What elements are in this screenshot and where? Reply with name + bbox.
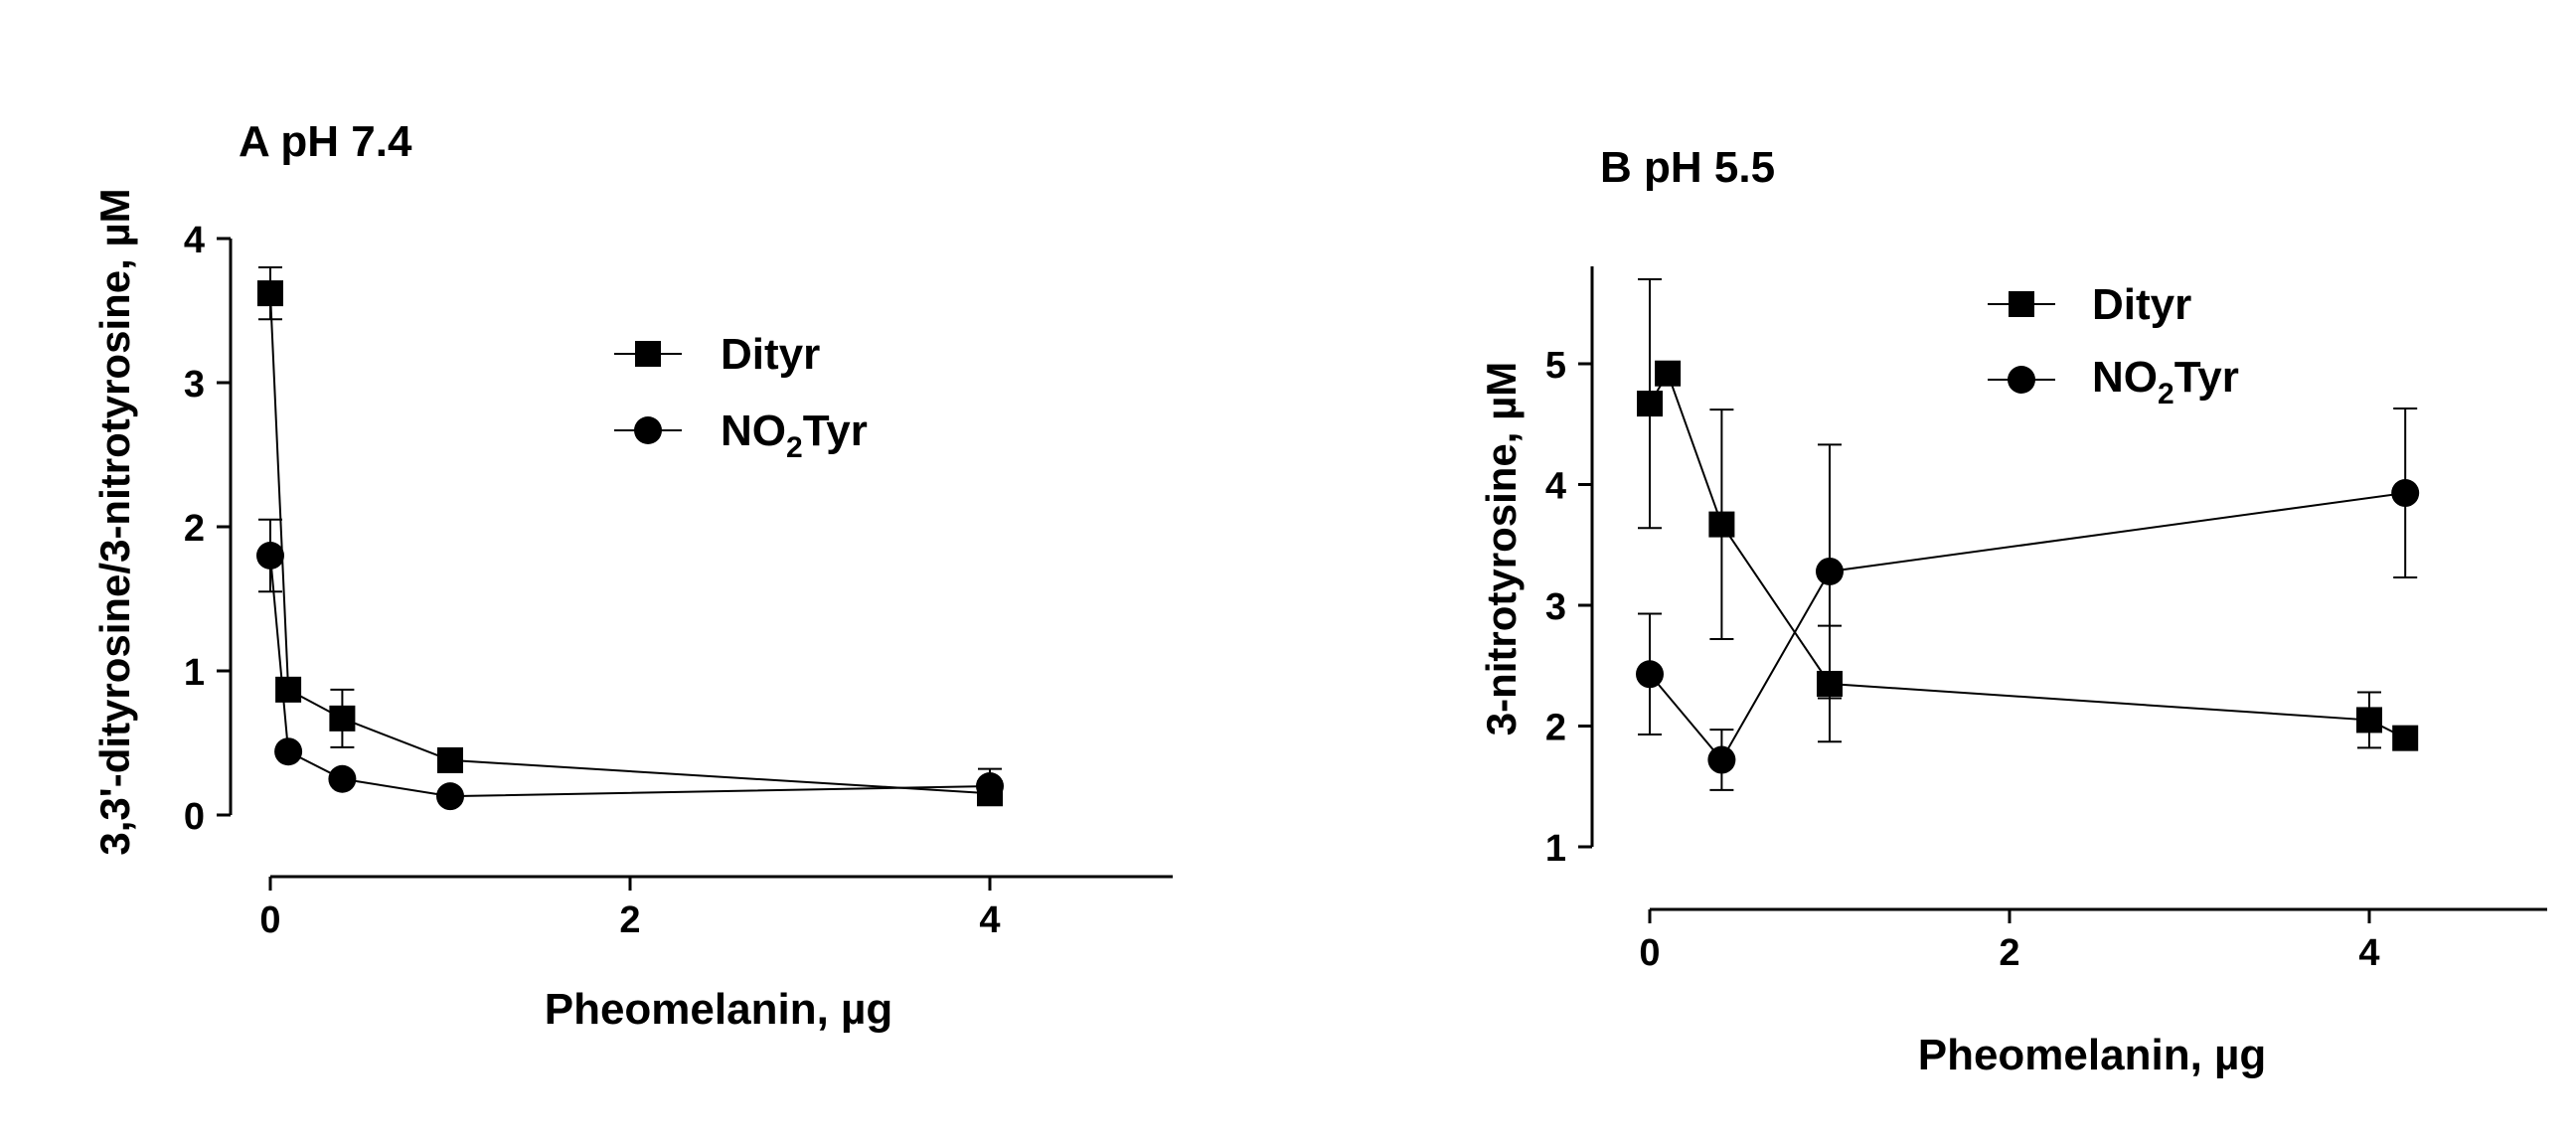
chart-a-point-no2tyr-4 <box>976 772 1004 800</box>
chart-a-point-no2tyr-3 <box>436 782 464 811</box>
chart-b-legend-no2tyr-label: NO2Tyr <box>2092 353 2239 410</box>
chart-b-ylabel: 3-nitrotyrosine, µM <box>1478 362 1525 736</box>
chart-a-point-dityr-3 <box>437 746 463 773</box>
chart-b-ytick-label-0: 1 <box>1545 828 1566 870</box>
chart-b-ytick-label-4: 5 <box>1545 345 1566 387</box>
chart-b-legend: Dityr NO2Tyr <box>1988 280 2239 410</box>
chart-a-point-no2tyr-1 <box>274 737 303 766</box>
chart-b-legend-dityr-label: Dityr <box>2092 280 2191 329</box>
chart-b-point-dityr-1 <box>1655 360 1682 387</box>
chart-a-ytick-label-4: 4 <box>184 220 205 261</box>
chart-b-point-no2tyr-1 <box>1707 745 1736 774</box>
chart-b-point-no2tyr-0 <box>1636 660 1664 689</box>
chart-b-point-no2tyr-3 <box>2391 479 2420 508</box>
chart-b-series-line-dityr <box>1649 371 2406 739</box>
chart-b-point-dityr-4 <box>2356 707 2382 734</box>
chart-a-xtick-label-2: 4 <box>979 899 1000 941</box>
chart-b-point-dityr-2 <box>1708 511 1735 538</box>
chart-a-xtick-label-0: 0 <box>259 899 280 941</box>
chart-b-xtick-label-1: 2 <box>1999 932 2019 974</box>
chart-b-ytick-label-1: 2 <box>1545 708 1566 749</box>
chart-b-series-line-no2tyr <box>1649 492 2406 762</box>
chart-a-ylabel: 3,3'-dityrosine/3-nitrotyrosine, µM <box>91 188 138 855</box>
chart-b-point-dityr-0 <box>1637 391 1663 417</box>
chart-a-legend-dityr-marker <box>635 341 661 367</box>
chart-a-series-line-dityr <box>269 293 991 795</box>
chart-b-xtick-label-0: 0 <box>1639 932 1660 974</box>
chart-a-ytick-label-3: 3 <box>184 364 205 406</box>
chart-a-title: A pH 7.4 <box>239 117 412 166</box>
chart-a-ytick-label-2: 2 <box>184 508 205 550</box>
chart-a-legend: Dityr NO2Tyr <box>614 330 868 464</box>
chart-a-point-no2tyr-0 <box>256 542 284 570</box>
chart-a: A pH 7.4 3,3'-dityrosine/3-nitrotyrosine… <box>91 117 1173 1034</box>
chart-a-series-line-no2tyr <box>269 555 991 798</box>
chart-b: B pH 5.5 3-nitrotyrosine, µM Pheomelanin… <box>1478 143 2547 1079</box>
chart-a-ytick-label-1: 1 <box>184 652 205 694</box>
chart-b-title: B pH 5.5 <box>1600 143 1775 192</box>
chart-a-legend-no2tyr-marker <box>634 416 662 444</box>
chart-a-point-dityr-0 <box>257 280 283 307</box>
chart-a-ytick-label-0: 0 <box>184 796 205 838</box>
chart-a-point-no2tyr-2 <box>328 764 357 793</box>
chart-b-point-dityr-5 <box>2392 725 2419 751</box>
chart-b-marks <box>1636 277 2420 791</box>
chart-a-point-dityr-1 <box>275 676 302 703</box>
chart-a-ticks: 0 1 2 3 4 0 2 4 <box>184 220 1001 941</box>
chart-a-legend-no2tyr-label: NO2Tyr <box>721 407 868 464</box>
chart-a-xlabel: Pheomelanin, µg <box>545 985 893 1034</box>
chart-b-legend-dityr-marker <box>2009 291 2034 317</box>
chart-b-legend-no2tyr-marker <box>2008 366 2035 394</box>
chart-a-point-dityr-2 <box>329 705 356 732</box>
chart-b-ytick-label-3: 4 <box>1545 466 1566 508</box>
chart-b-point-no2tyr-2 <box>1816 557 1844 585</box>
chart-b-ytick-label-2: 3 <box>1545 586 1566 628</box>
chart-b-ticks: 1 2 3 4 5 0 2 4 <box>1545 345 2380 974</box>
chart-b-xlabel: Pheomelanin, µg <box>1918 1031 2267 1079</box>
chart-a-xtick-label-1: 2 <box>619 899 640 941</box>
chart-b-xtick-label-2: 4 <box>2358 932 2379 974</box>
chart-a-marks <box>256 266 1004 811</box>
chart-a-legend-dityr-label: Dityr <box>721 330 820 379</box>
